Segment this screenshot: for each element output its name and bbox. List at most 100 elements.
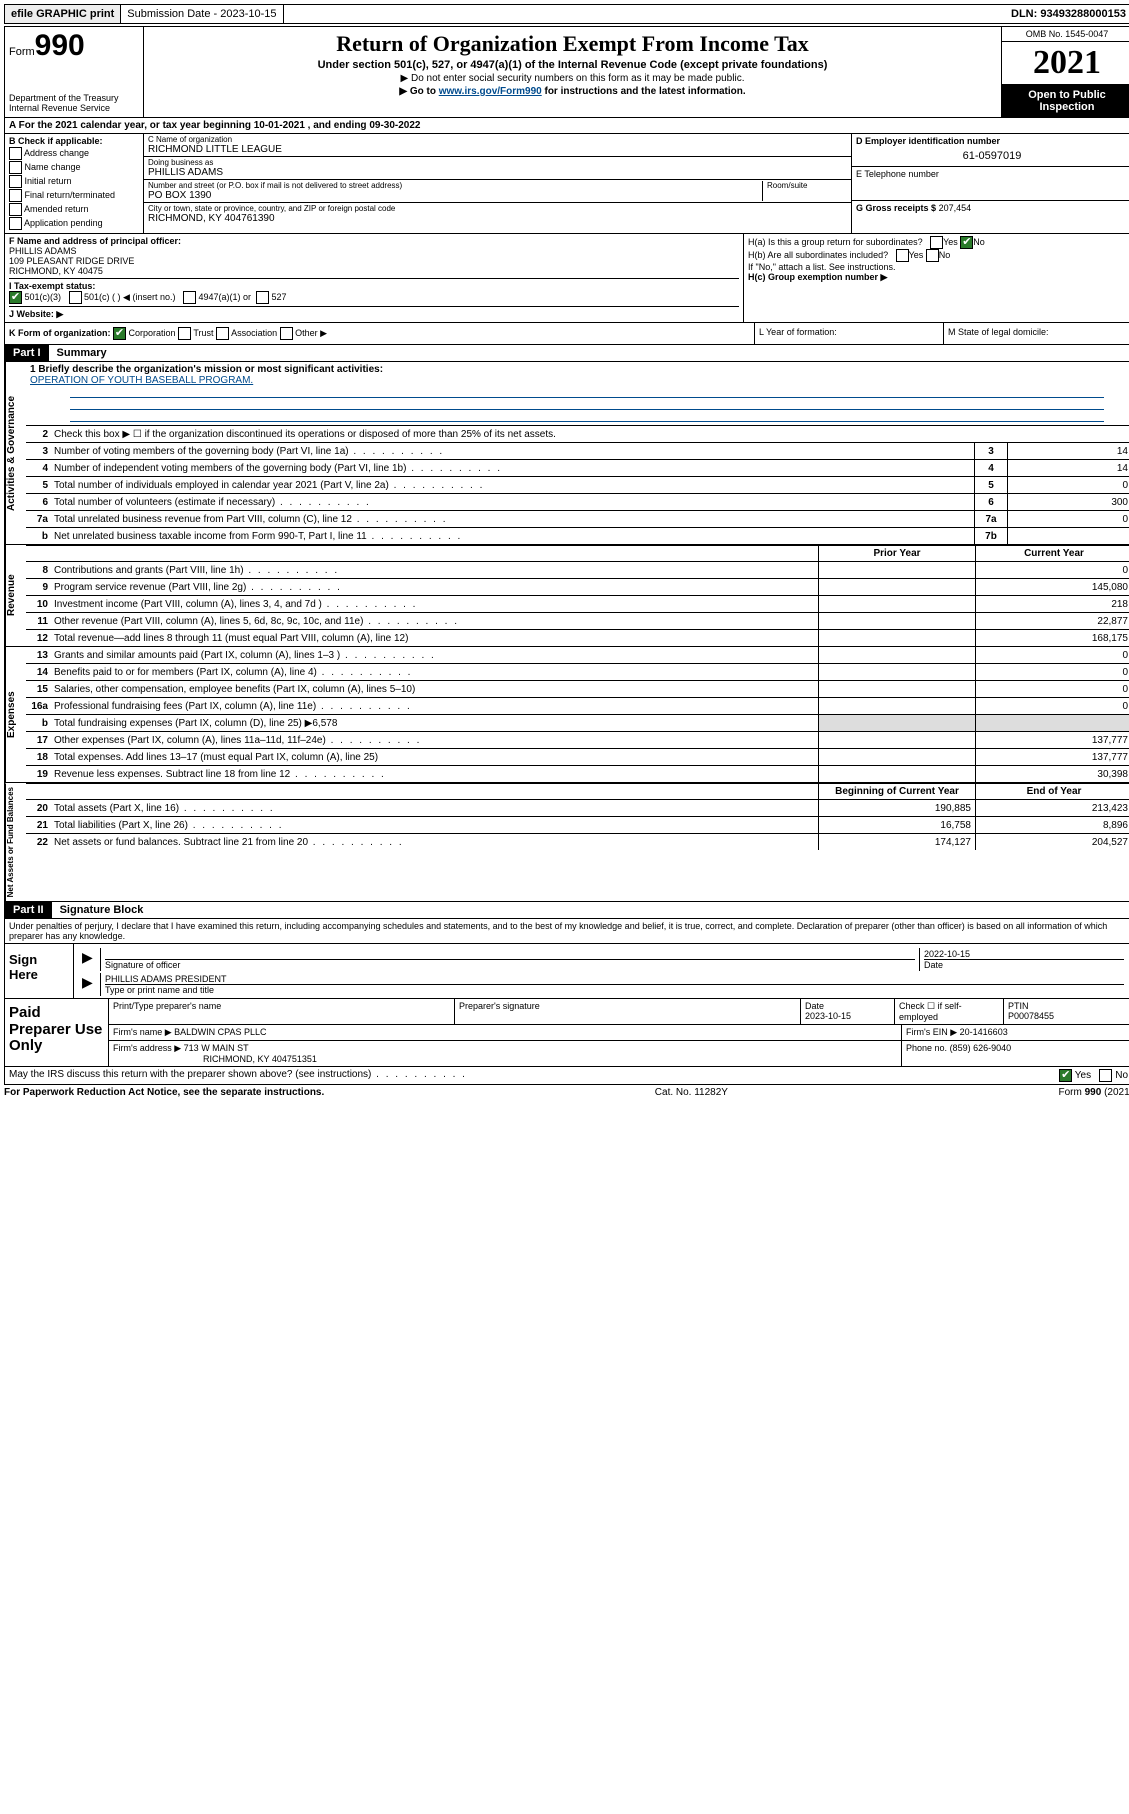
footer-form: Form 990 (2021) xyxy=(1059,1087,1129,1098)
chk-trust[interactable] xyxy=(178,327,191,340)
line-20: Total assets (Part X, line 16) xyxy=(52,802,818,815)
dln-label: DLN: 93493288000153 xyxy=(1005,5,1129,23)
sign-here-block: Sign Here ▶ Signature of officer 2022-10… xyxy=(4,944,1129,999)
summary-table: Activities & Governance 1 Briefly descri… xyxy=(4,362,1129,902)
form-title-box: Return of Organization Exempt From Incom… xyxy=(144,27,1001,117)
col-m: M State of legal domicile: xyxy=(944,323,1129,344)
chk-final-return[interactable]: Final return/terminated xyxy=(9,189,139,202)
dba-value: PHILLIS ADAMS xyxy=(148,167,847,178)
form-subtitle-3: ▶ Go to www.irs.gov/Form990 for instruct… xyxy=(146,86,999,97)
ein-value: 61-0597019 xyxy=(856,150,1128,162)
val-21-beg: 16,758 xyxy=(818,817,975,833)
chk-name-change[interactable]: Name change xyxy=(9,161,139,174)
col-k: K Form of organization: ✔ Corporation Tr… xyxy=(5,323,755,344)
sig-date: 2022-10-15 xyxy=(924,949,1124,959)
footer-paperwork: For Paperwork Reduction Act Notice, see … xyxy=(4,1087,324,1098)
val-22-end: 204,527 xyxy=(975,834,1129,850)
self-employed-chk[interactable]: Check ☐ if self-employed xyxy=(895,999,1004,1024)
chk-application-pending[interactable]: Application pending xyxy=(9,217,139,230)
val-20-beg: 190,885 xyxy=(818,800,975,816)
paid-preparer-block: Paid Preparer Use Only Print/Type prepar… xyxy=(4,999,1129,1067)
h-b-no[interactable] xyxy=(926,249,939,262)
city-label: City or town, state or province, country… xyxy=(148,204,847,213)
mission-text: OPERATION OF YOUTH BASEBALL PROGRAM. xyxy=(30,375,1128,386)
h-a-yes[interactable] xyxy=(930,236,943,249)
chk-501c3[interactable]: ✔ xyxy=(9,291,22,304)
col-c-name-address: C Name of organization RICHMOND LITTLE L… xyxy=(144,134,851,233)
val-18-cur: 137,777 xyxy=(975,749,1129,765)
firm-name-label: Firm's name ▶ xyxy=(113,1027,172,1037)
dept-label: Department of the Treasury xyxy=(9,93,139,103)
line-18: Total expenses. Add lines 13–17 (must eq… xyxy=(52,751,818,764)
line-13: Grants and similar amounts paid (Part IX… xyxy=(52,649,818,662)
chk-other[interactable] xyxy=(280,327,293,340)
h-a-label: H(a) Is this a group return for subordin… xyxy=(748,237,923,247)
col-b-checkboxes: B Check if applicable: Address change Na… xyxy=(5,134,144,233)
line-15: Salaries, other compensation, employee b… xyxy=(52,683,818,696)
discuss-yes[interactable]: ✔ xyxy=(1059,1069,1072,1082)
val-20-end: 213,423 xyxy=(975,800,1129,816)
ptin-label: PTIN xyxy=(1008,1001,1029,1011)
street-label: Number and street (or P.O. box if mail i… xyxy=(148,181,762,190)
chk-address-change[interactable]: Address change xyxy=(9,147,139,160)
chk-amended-return[interactable]: Amended return xyxy=(9,203,139,216)
box-e-phone: E Telephone number xyxy=(852,167,1129,200)
firm-ein: 20-1416603 xyxy=(960,1027,1008,1037)
org-name: RICHMOND LITTLE LEAGUE xyxy=(148,144,847,155)
discuss-row: May the IRS discuss this return with the… xyxy=(4,1067,1129,1085)
sig-arrow-icon-2: ▶ xyxy=(82,974,93,990)
entity-block: B Check if applicable: Address change Na… xyxy=(4,134,1129,234)
chk-527[interactable] xyxy=(256,291,269,304)
form-title: Return of Organization Exempt From Incom… xyxy=(146,31,999,57)
line-8: Contributions and grants (Part VIII, lin… xyxy=(52,564,818,577)
chk-4947[interactable] xyxy=(183,291,196,304)
chk-initial-return[interactable]: Initial return xyxy=(9,175,139,188)
col-b-label: B Check if applicable: xyxy=(9,136,139,146)
part-i-title: Summary xyxy=(49,345,115,361)
chk-501c[interactable] xyxy=(69,291,82,304)
h-b-yes[interactable] xyxy=(896,249,909,262)
val-4: 14 xyxy=(1007,460,1129,476)
val-19-cur: 30,398 xyxy=(975,766,1129,782)
line-14: Benefits paid to or for members (Part IX… xyxy=(52,666,818,679)
h-a-no[interactable]: ✔ xyxy=(960,236,973,249)
officer-addr1: 109 PLEASANT RIDGE DRIVE xyxy=(9,256,739,266)
omb-number: OMB No. 1545-0047 xyxy=(1002,27,1129,42)
firm-ein-label: Firm's EIN ▶ xyxy=(906,1027,957,1037)
footer-cat: Cat. No. 11282Y xyxy=(324,1087,1058,1098)
box-d-ein: D Employer identification number 61-0597… xyxy=(852,134,1129,167)
line-3: Number of voting members of the governin… xyxy=(52,445,974,458)
val-17-cur: 137,777 xyxy=(975,732,1129,748)
part-i-header: Part I Summary xyxy=(4,345,1129,362)
preparer-date-label: Date xyxy=(805,1001,824,1011)
form-id-box: Form990 Department of the Treasury Inter… xyxy=(5,27,144,117)
form-subtitle-1: Under section 501(c), 527, or 4947(a)(1)… xyxy=(146,59,999,71)
instructions-link[interactable]: www.irs.gov/Form990 xyxy=(439,86,542,97)
form-prefix: Form xyxy=(9,46,35,58)
preparer-date: 2023-10-15 xyxy=(805,1011,851,1021)
line-7b: Net unrelated business taxable income fr… xyxy=(52,530,974,543)
col-h: H(a) Is this a group return for subordin… xyxy=(744,234,1129,322)
col-begin: Beginning of Current Year xyxy=(818,784,975,799)
part-ii-tag: Part II xyxy=(5,902,52,918)
part-ii-title: Signature Block xyxy=(52,902,152,918)
irs-label: Internal Revenue Service xyxy=(9,103,139,113)
val-21-end: 8,896 xyxy=(975,817,1129,833)
chk-corp[interactable]: ✔ xyxy=(113,327,126,340)
col-end: End of Year xyxy=(975,784,1129,799)
city-value: RICHMOND, KY 404761390 xyxy=(148,213,847,224)
sidebar-governance: Activities & Governance xyxy=(5,362,26,544)
discuss-no[interactable] xyxy=(1099,1069,1112,1082)
officer-label: F Name and address of principal officer: xyxy=(9,236,739,246)
officer-name: PHILLIS ADAMS xyxy=(9,246,739,256)
firm-phone-label: Phone no. xyxy=(906,1043,947,1053)
street-value: PO BOX 1390 xyxy=(148,190,762,201)
val-7a: 0 xyxy=(1007,511,1129,527)
line-2: Check this box ▶ ☐ if the organization d… xyxy=(52,428,1129,441)
chk-assoc[interactable] xyxy=(216,327,229,340)
sig-officer-label: Signature of officer xyxy=(105,959,915,970)
efile-print-button[interactable]: efile GRAPHIC print xyxy=(5,5,121,23)
org-name-label: C Name of organization xyxy=(148,135,847,144)
firm-phone: (859) 626-9040 xyxy=(950,1043,1012,1053)
line-16a: Professional fundraising fees (Part IX, … xyxy=(52,700,818,713)
